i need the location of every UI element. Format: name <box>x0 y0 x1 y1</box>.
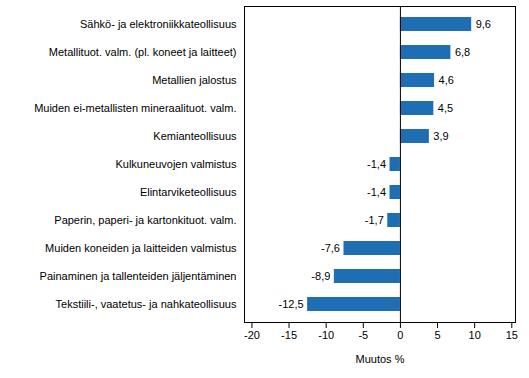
svg-text:Painaminen ja tallenteiden jäl: Painaminen ja tallenteiden jäljentäminen <box>40 270 237 282</box>
svg-text:Muiden koneiden ja laitteiden: Muiden koneiden ja laitteiden valmistus <box>45 242 237 254</box>
svg-text:5: 5 <box>434 329 440 341</box>
svg-text:6,8: 6,8 <box>455 46 470 58</box>
svg-text:-10: -10 <box>318 329 334 341</box>
svg-text:9,6: 9,6 <box>476 18 491 30</box>
svg-text:-8,9: -8,9 <box>311 270 330 282</box>
svg-text:4,5: 4,5 <box>438 102 453 114</box>
svg-text:Kulkuneuvojen valmistus: Kulkuneuvojen valmistus <box>115 158 237 170</box>
svg-text:Elintarviketeollisuus: Elintarviketeollisuus <box>140 186 237 198</box>
svg-text:-1,4: -1,4 <box>367 186 386 198</box>
svg-text:0: 0 <box>397 329 403 341</box>
svg-text:3,9: 3,9 <box>433 130 448 142</box>
svg-text:Tekstiili-, vaatetus- ja nahka: Tekstiili-, vaatetus- ja nahkateollisuus <box>56 298 237 310</box>
svg-text:-1,4: -1,4 <box>367 158 386 170</box>
svg-text:-7,6: -7,6 <box>321 242 340 254</box>
svg-text:-12,5: -12,5 <box>279 298 304 310</box>
svg-text:-5: -5 <box>358 329 368 341</box>
svg-text:-20: -20 <box>244 329 260 341</box>
svg-text:Sähkö- ja elektroniikkateollis: Sähkö- ja elektroniikkateollisuus <box>80 18 237 30</box>
svg-text:10: 10 <box>469 329 481 341</box>
svg-text:Kemianteollisuus: Kemianteollisuus <box>153 130 237 142</box>
svg-text:Muiden ei-metallisten mineraal: Muiden ei-metallisten mineraalituot. val… <box>34 102 236 114</box>
svg-text:Muutos %: Muutos % <box>356 353 405 365</box>
svg-text:Metallien jalostus: Metallien jalostus <box>152 74 237 86</box>
svg-text:-1,7: -1,7 <box>365 214 384 226</box>
svg-text:15: 15 <box>506 329 518 341</box>
svg-text:Metallituot. valm. (pl. koneet: Metallituot. valm. (pl. koneet ja laitte… <box>49 46 237 58</box>
svg-text:-15: -15 <box>281 329 297 341</box>
svg-text:4,6: 4,6 <box>439 74 454 86</box>
svg-text:Paperin, paperi- ja kartonkitu: Paperin, paperi- ja kartonkituot. valm. <box>54 214 236 226</box>
